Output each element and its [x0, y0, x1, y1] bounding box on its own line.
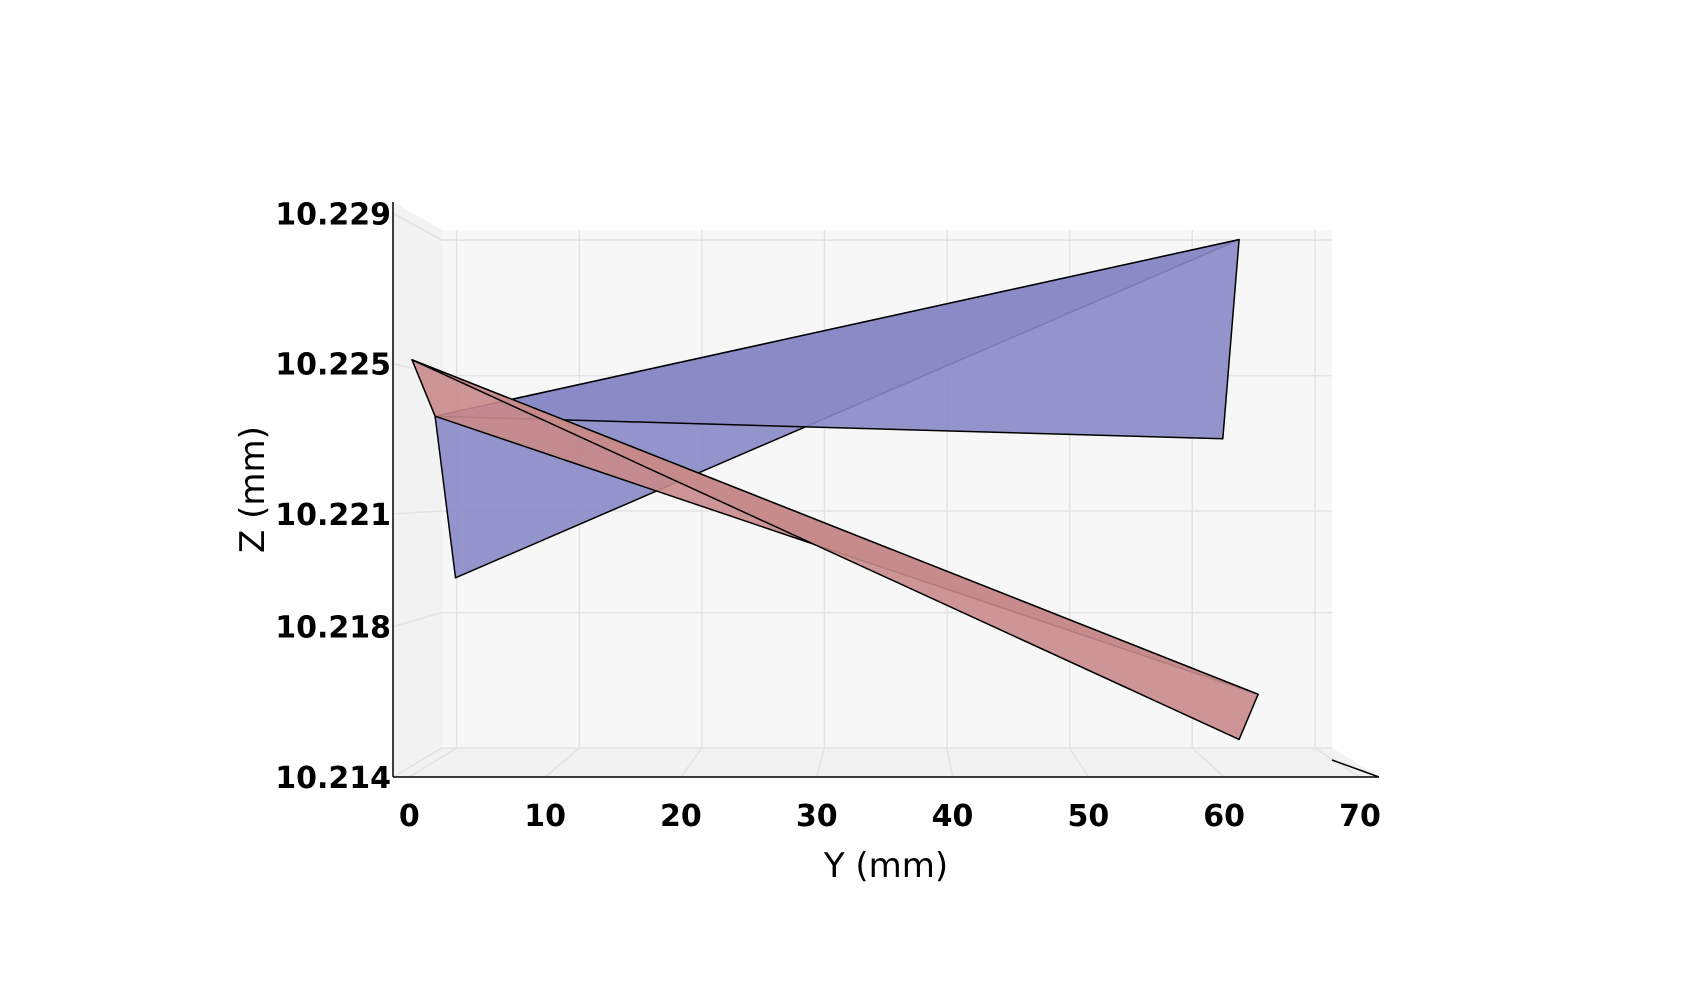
- y-side-gridline: [392, 510, 443, 515]
- y-tick-label: 10.218: [275, 611, 391, 646]
- x-floor-gridline: [1069, 747, 1089, 778]
- x-floor-gridline: [544, 747, 580, 778]
- x-axis-label: Y (mm): [823, 846, 948, 886]
- x-tick-label: 50: [1067, 799, 1109, 834]
- x-axis-depth-line: [1331, 759, 1380, 778]
- y-tick-label: 10.225: [275, 348, 391, 383]
- x-tick-label: 60: [1203, 799, 1245, 834]
- surface-patches: [411, 238, 1259, 741]
- y-tick-label: 10.229: [275, 197, 391, 232]
- x-tick-label: 70: [1339, 799, 1381, 834]
- x-tick-label: 20: [660, 799, 702, 834]
- x-floor-gridline: [1191, 747, 1225, 778]
- x-tick-label: 0: [399, 799, 420, 834]
- x-tick-label: 30: [796, 799, 838, 834]
- floor-pane: [393, 748, 1379, 777]
- y-side-gridline: [392, 212, 443, 241]
- y-side-gridline: [392, 611, 443, 628]
- x-tick-label: 40: [932, 799, 974, 834]
- surface-triangle: [411, 359, 1259, 741]
- x-floor-gridline: [946, 747, 954, 778]
- x-floor-gridline: [680, 747, 703, 778]
- x-floor-gridline: [816, 747, 826, 778]
- x-tick-label: 10: [524, 799, 566, 834]
- y-axis-label: Z (mm): [233, 426, 273, 553]
- axis-lines: [392, 202, 1380, 778]
- surface-triangle: [434, 238, 1240, 440]
- y-side-gridline: [392, 747, 443, 778]
- x-tick-labels: 0 10 20 30 40 50 60 70: [399, 799, 1381, 834]
- y-tick-label: 10.221: [275, 498, 391, 533]
- y-tick-label: 10.214: [275, 761, 391, 796]
- left-pane: [393, 202, 442, 777]
- y-tick-labels: 10.214 10.218 10.221 10.225 10.229: [275, 197, 391, 796]
- x-floor-gridline: [408, 747, 458, 778]
